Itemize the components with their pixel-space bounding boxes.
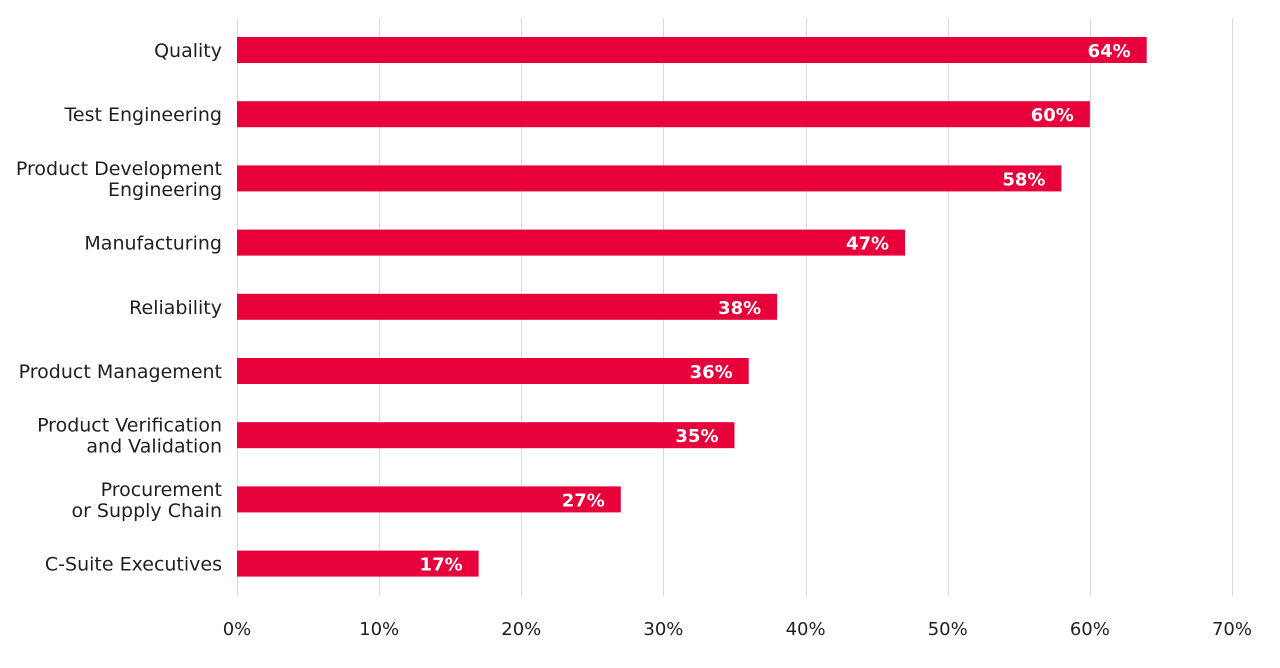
value-label-8: 17% — [420, 555, 463, 576]
category-label-line: Procurement — [101, 479, 222, 501]
category-label-line: Product Verification — [37, 415, 222, 437]
bar-1 — [237, 101, 1090, 128]
category-label-line: Manufacturing — [84, 233, 222, 255]
category-label-line: or Supply Chain — [71, 500, 222, 522]
category-label-3: Manufacturing — [84, 233, 222, 255]
bar-6 — [237, 422, 735, 449]
bar-5 — [237, 358, 749, 384]
category-label-8: C-Suite Executives — [45, 554, 222, 576]
bars: 64% 60% 58% 47% 38% 36% 35% 27% 17% — [237, 37, 1147, 577]
x-tick-label-3: 30% — [643, 619, 683, 640]
bar-3 — [237, 229, 906, 256]
category-label-line: Product Management — [19, 361, 222, 383]
value-label-7: 27% — [562, 490, 605, 511]
x-tick-label-5: 50% — [928, 619, 968, 640]
bar-8 — [237, 550, 479, 577]
x-tick-label-6: 60% — [1070, 619, 1110, 640]
category-label-line: C-Suite Executives — [45, 554, 222, 576]
category-label-line: Engineering — [108, 179, 222, 201]
x-tick-label-4: 40% — [786, 619, 826, 640]
x-tick-label-7: 70% — [1212, 619, 1252, 640]
bar-4 — [237, 293, 778, 320]
value-label-3: 47% — [846, 234, 889, 255]
category-label-line: and Validation — [86, 436, 222, 458]
value-label-2: 58% — [1002, 169, 1045, 190]
category-labels: Quality Test Engineering Product Developme… — [16, 40, 222, 576]
value-label-6: 35% — [675, 426, 718, 447]
value-label-5: 36% — [690, 362, 733, 383]
value-label-1: 60% — [1031, 105, 1074, 126]
category-label-2: Product Development Engineering — [16, 158, 222, 201]
value-label-4: 38% — [718, 298, 761, 319]
category-label-4: Reliability — [129, 297, 222, 319]
category-label-6: Product Verification and Validation — [37, 415, 222, 458]
category-label-0: Quality — [154, 40, 222, 62]
bar-2 — [237, 165, 1062, 192]
bar-7 — [237, 486, 621, 513]
x-axis-tick-labels: 0% 10% 20% 30% 40% 50% 60% 70% — [223, 619, 1252, 640]
category-label-line: Product Development — [16, 158, 222, 180]
bar-0 — [237, 37, 1147, 63]
value-label-0: 64% — [1088, 41, 1131, 62]
category-label-5: Product Management — [19, 361, 222, 383]
category-label-1: Test Engineering — [64, 104, 222, 126]
category-label-line: Quality — [154, 40, 222, 62]
x-tick-label-0: 0% — [223, 619, 252, 640]
category-label-line: Test Engineering — [64, 104, 222, 126]
category-label-line: Reliability — [129, 297, 222, 319]
x-tick-label-1: 10% — [359, 619, 399, 640]
category-label-7: Procurement or Supply Chain — [71, 479, 222, 522]
x-tick-label-2: 20% — [501, 619, 541, 640]
